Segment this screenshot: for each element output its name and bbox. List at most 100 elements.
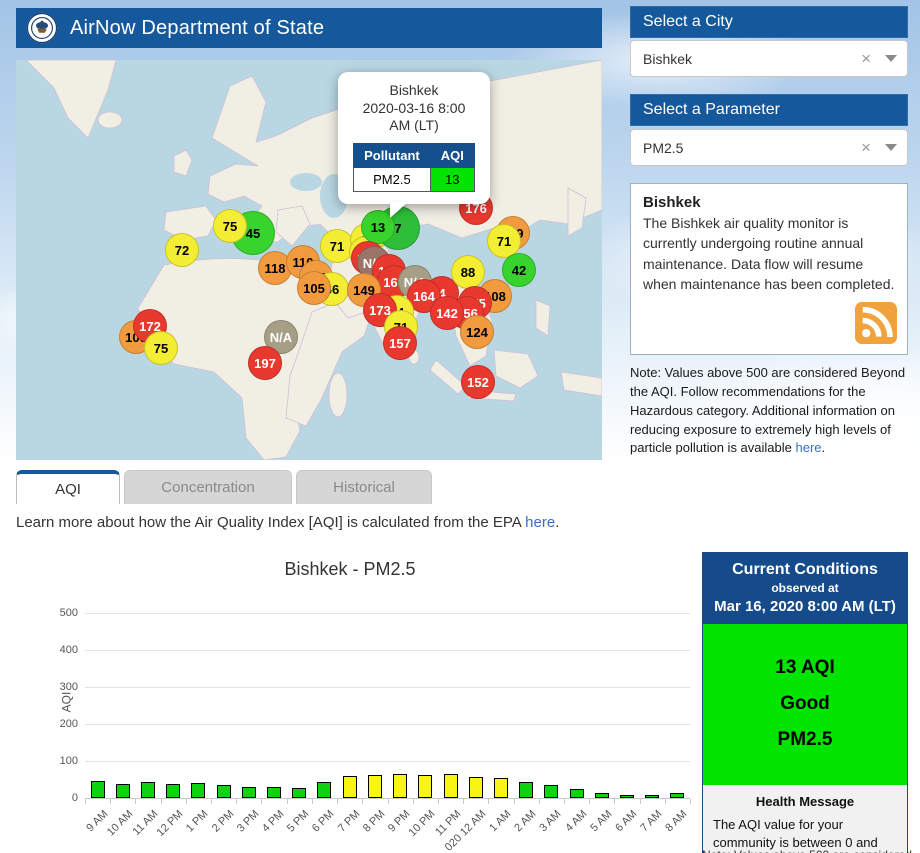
info-box-message: The Bishkek air quality monitor is curre…	[643, 215, 895, 292]
aqi-bar[interactable]	[292, 788, 307, 798]
x-tick-label: 5 PM	[285, 808, 312, 835]
current-conditions-title: Current Conditions	[732, 561, 878, 578]
chart-x-axis	[85, 798, 690, 799]
learn-more-text: Learn more about how the Air Quality Ind…	[16, 514, 559, 531]
aqi-bar[interactable]	[619, 795, 634, 798]
current-conditions-panel: Current Conditions observed at Mar 16, 2…	[702, 552, 908, 853]
current-aqi-category: Good	[780, 693, 830, 715]
aqi-marker[interactable]: 42	[502, 253, 536, 287]
aqi-marker[interactable]: 142	[430, 296, 464, 330]
select-parameter-label: Select a Parameter	[643, 101, 780, 118]
city-dropdown[interactable]: Bishkek ×	[630, 40, 908, 77]
city-caret-icon[interactable]	[885, 55, 897, 62]
aqi-bar[interactable]	[594, 792, 609, 798]
x-tick-label: 1 PM	[184, 808, 211, 835]
select-parameter-header: Select a Parameter	[630, 94, 908, 126]
aqi-bar[interactable]	[393, 773, 408, 798]
aqi-bar[interactable]	[519, 782, 534, 798]
aqi-bar[interactable]	[141, 782, 156, 798]
aqi-marker[interactable]: 88	[451, 255, 485, 289]
note-clipped: Note: Values above 500 are considered Be…	[702, 848, 916, 853]
rss-icon[interactable]	[855, 302, 897, 344]
aqi-bar[interactable]	[569, 788, 584, 798]
y-tick-label: 300	[59, 681, 78, 693]
tab-concentration[interactable]: Concentration	[124, 470, 292, 504]
aqi-bar[interactable]	[191, 783, 206, 798]
x-axis-tick	[261, 799, 263, 804]
x-axis-tick	[387, 799, 389, 804]
tab-concentration-label: Concentration	[161, 479, 255, 496]
tab-historical[interactable]: Historical	[296, 470, 432, 504]
aqi-bar[interactable]	[166, 783, 181, 798]
aqi-bar[interactable]	[443, 773, 458, 798]
aqi-marker[interactable]: 75	[144, 331, 178, 365]
aqi-bar[interactable]	[544, 785, 559, 798]
aqi-marker[interactable]: 152	[461, 365, 495, 399]
y-tick-label: 100	[59, 755, 78, 767]
health-message-text: The AQI value for your community is betw…	[713, 817, 878, 851]
current-aqi-parameter: PM2.5	[777, 729, 833, 751]
x-axis-tick	[463, 799, 465, 804]
beyond-aqi-note: Note: Values above 500 are considered Be…	[630, 364, 912, 458]
aqi-bar[interactable]	[670, 792, 685, 798]
tab-aqi-label: AQI	[55, 480, 81, 498]
tab-aqi[interactable]: AQI	[16, 470, 120, 504]
parameter-caret-icon[interactable]	[885, 144, 897, 151]
x-axis-tick	[488, 799, 490, 804]
aqi-bar[interactable]	[241, 786, 256, 798]
city-dropdown-value: Bishkek	[643, 50, 693, 67]
x-axis-tick	[337, 799, 339, 804]
chart-y-axis-label: AQI	[59, 691, 74, 713]
aqi-bar[interactable]	[216, 785, 231, 798]
x-axis-tick	[589, 799, 591, 804]
gridline	[85, 650, 690, 651]
aqi-marker[interactable]: 197	[248, 346, 282, 380]
aqi-bar[interactable]	[468, 776, 483, 798]
aqi-bar[interactable]	[645, 794, 660, 798]
learn-more-here-link[interactable]: here	[525, 514, 556, 531]
x-tick-label: 7 AM	[638, 808, 665, 835]
aqi-bar[interactable]	[267, 786, 282, 798]
learn-more-suffix: .	[555, 514, 560, 531]
gridline	[85, 613, 690, 614]
aqi-bar[interactable]	[493, 777, 508, 798]
gridline	[85, 761, 690, 762]
world-map[interactable]: 45757271636371311811010366105181N/A18516…	[16, 60, 602, 460]
aqi-marker[interactable]: 72	[165, 233, 199, 267]
x-tick-label: 6 PM	[310, 808, 337, 835]
x-axis-tick	[362, 799, 364, 804]
app-header: AirNow Department of State	[16, 8, 602, 48]
x-axis-tick	[85, 799, 86, 804]
aqi-bar[interactable]	[367, 775, 382, 798]
aqi-bar[interactable]	[90, 781, 105, 798]
aqi-marker[interactable]: 71	[487, 224, 521, 258]
x-axis-tick	[236, 799, 238, 804]
x-tick-label: 3 AM	[537, 808, 564, 835]
x-tick-label: 10 AM	[104, 808, 136, 839]
aqi-bar[interactable]	[115, 783, 130, 798]
aqi-marker[interactable]: 124	[460, 315, 494, 349]
parameter-dropdown-value: PM2.5	[643, 139, 684, 156]
aqi-marker[interactable]: 71	[320, 229, 354, 263]
note-here-link[interactable]: here	[795, 440, 822, 456]
aqi-bar[interactable]	[317, 782, 332, 798]
aqi-bar[interactable]	[342, 775, 357, 798]
x-tick-label: 10 PM	[406, 808, 438, 839]
x-axis-tick	[412, 799, 414, 804]
parameter-dropdown[interactable]: PM2.5 ×	[630, 129, 908, 166]
y-tick-label: 200	[59, 718, 78, 730]
city-info-box: Bishkek The Bishkek air quality monitor …	[630, 183, 908, 355]
aqi-marker[interactable]: 75	[213, 209, 247, 243]
tab-bar: AQI Concentration Historical	[16, 470, 432, 504]
x-tick-label: 6 AM	[613, 808, 640, 835]
parameter-clear-icon[interactable]: ×	[861, 137, 871, 157]
aqi-marker[interactable]: 157	[383, 326, 417, 360]
x-tick-label: 8 AM	[663, 808, 690, 835]
city-clear-icon[interactable]: ×	[861, 48, 871, 68]
x-axis-tick	[513, 799, 515, 804]
x-axis-tick	[185, 799, 187, 804]
tab-historical-label: Historical	[333, 479, 395, 496]
aqi-marker[interactable]: 105	[297, 271, 331, 305]
popup-datetime-2: AM (LT)	[389, 117, 439, 133]
aqi-bar[interactable]	[418, 775, 433, 798]
